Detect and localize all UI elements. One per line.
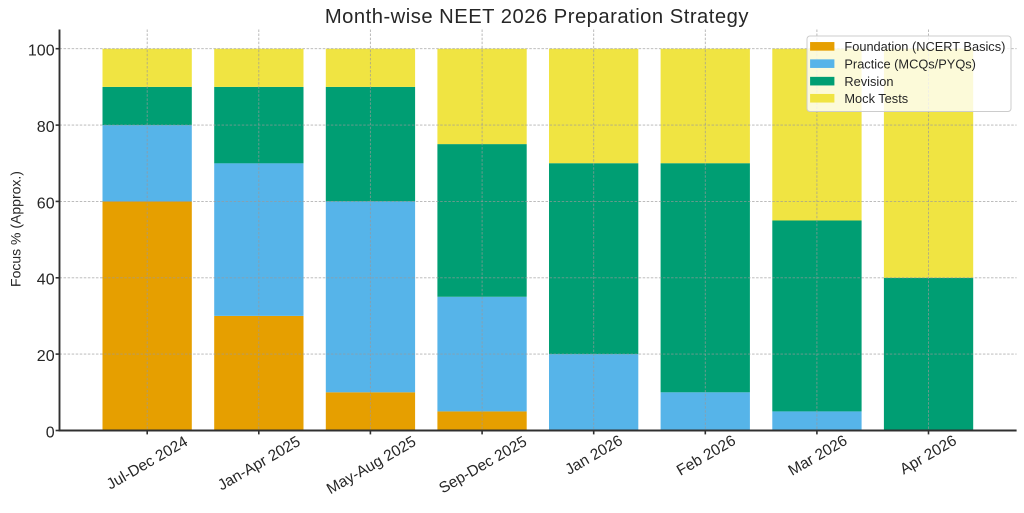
svg-text:Practice (MCQs/PYQs): Practice (MCQs/PYQs) bbox=[844, 57, 976, 72]
svg-text:Mock Tests: Mock Tests bbox=[844, 91, 908, 106]
svg-text:20: 20 bbox=[37, 348, 55, 365]
svg-text:60: 60 bbox=[37, 195, 55, 212]
svg-text:0: 0 bbox=[46, 424, 55, 441]
svg-text:40: 40 bbox=[37, 272, 55, 289]
svg-text:80: 80 bbox=[37, 119, 55, 136]
svg-text:Month-wise NEET 2026 Preparati: Month-wise NEET 2026 Preparation Strateg… bbox=[325, 6, 749, 28]
svg-text:Revision: Revision bbox=[844, 74, 893, 89]
svg-text:Focus % (Approx.): Focus % (Approx.) bbox=[7, 171, 23, 287]
svg-text:100: 100 bbox=[28, 43, 55, 60]
svg-text:Foundation (NCERT Basics): Foundation (NCERT Basics) bbox=[844, 39, 1005, 54]
